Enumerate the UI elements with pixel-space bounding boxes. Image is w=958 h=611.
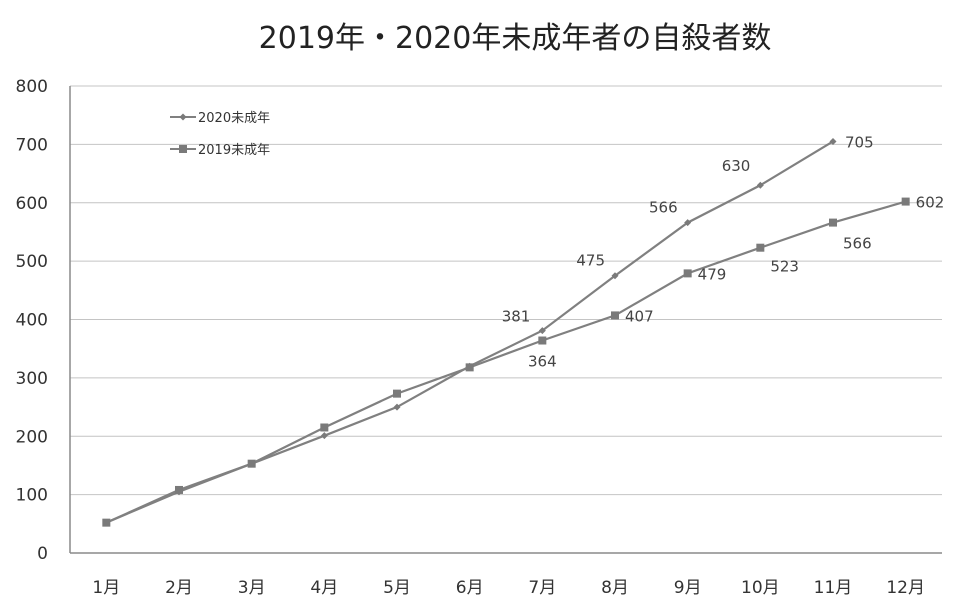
data-point-square [175, 485, 183, 494]
data-point-diamond [756, 181, 764, 189]
y-tick-label: 200 [16, 427, 48, 447]
data-label: 566 [843, 235, 872, 253]
y-tick-label: 100 [16, 486, 48, 506]
series-lines [102, 137, 910, 527]
x-tick-label: 3月 [238, 578, 266, 598]
legend-marker [179, 145, 187, 153]
data-label: 523 [770, 258, 799, 276]
y-tick-label: 600 [16, 194, 48, 214]
x-tick-label: 4月 [310, 578, 338, 598]
data-point-square [901, 197, 910, 206]
series-line [105, 140, 834, 524]
x-tick-label: 5月 [383, 578, 411, 598]
y-tick-label: 0 [37, 544, 48, 564]
data-point-square [465, 363, 474, 372]
legend: 2020未成年 2019未成年 [170, 111, 270, 158]
x-tick-label: 2月 [165, 578, 193, 598]
legend-label: 2019未成年 [198, 143, 270, 158]
data-label: 630 [722, 157, 751, 175]
data-point-diamond [829, 137, 837, 145]
y-tick-label: 300 [16, 369, 48, 389]
data-point-square [538, 336, 547, 345]
data-point-square [756, 243, 765, 252]
data-point-square [247, 459, 256, 468]
legend-label: 2020未成年 [198, 111, 270, 126]
chart-title: 2019年・2020年未成年者の自殺者数 [259, 21, 772, 56]
data-point-diamond [538, 327, 546, 335]
data-point-square [829, 218, 837, 227]
series-line [105, 200, 906, 524]
data-point-square [393, 389, 401, 398]
x-tick-label: 12月 [886, 578, 925, 598]
data-point-square [683, 269, 692, 278]
data-label: 705 [845, 133, 874, 151]
data-label: 407 [625, 307, 654, 325]
data-point-diamond [684, 219, 692, 227]
x-tick-label: 11月 [814, 578, 853, 598]
x-axis-ticks: 1月 2月 3月 4月 5月 6月 7月 8月 9月 10月 11月 12月 [92, 578, 925, 598]
y-tick-label: 800 [16, 77, 48, 97]
data-label: 479 [698, 265, 727, 283]
data-point-square [320, 423, 329, 432]
x-tick-label: 1月 [92, 578, 120, 598]
data-point-diamond [320, 432, 328, 440]
data-point-diamond [393, 403, 401, 411]
y-tick-label: 400 [16, 311, 48, 331]
x-tick-label: 6月 [456, 578, 484, 598]
x-tick-label: 7月 [528, 578, 556, 598]
data-label: 602 [916, 194, 945, 212]
y-axis-ticks: 0 100 200 300 400 500 600 700 800 [16, 77, 48, 564]
data-label: 364 [528, 353, 557, 371]
x-tick-label: 10月 [741, 578, 780, 598]
x-tick-label: 9月 [674, 578, 702, 598]
y-tick-label: 700 [16, 135, 48, 155]
data-label: 475 [576, 252, 605, 270]
gridlines [69, 85, 942, 554]
data-point-diamond [611, 272, 619, 280]
x-tick-label: 8月 [601, 578, 629, 598]
data-label: 566 [649, 199, 678, 217]
data-label: 381 [502, 308, 531, 326]
data-point-square [611, 311, 619, 320]
legend-marker [179, 113, 187, 121]
data-labels: 381 475 566 630 705 364 407 479 523 566 602 [502, 133, 945, 370]
data-point-square [102, 518, 111, 527]
y-tick-label: 500 [16, 252, 48, 272]
